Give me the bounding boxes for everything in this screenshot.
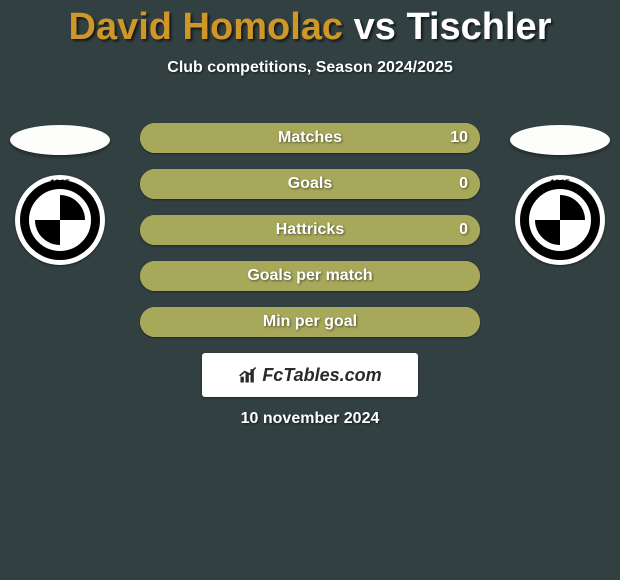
stat-row: Goals per match — [140, 261, 480, 291]
comparison-card: David Homolac vs Tischler Club competiti… — [0, 0, 620, 580]
stats-list: Matches10Goals0Hattricks0Goals per match… — [140, 123, 480, 353]
stat-value-right: 10 — [450, 123, 468, 153]
player2-head-icon — [510, 125, 610, 155]
player2-name: Tischler — [406, 6, 551, 48]
stat-label: Goals per match — [140, 261, 480, 291]
logo-text: FcTables.com — [262, 365, 381, 386]
stat-label: Hattricks — [140, 215, 480, 245]
stat-label: Matches — [140, 123, 480, 153]
vs-text: vs — [354, 6, 396, 48]
page-title: David Homolac vs Tischler — [0, 0, 620, 49]
stat-label: Min per goal — [140, 307, 480, 337]
stat-value-right: 0 — [459, 215, 468, 245]
player1-avatar: 1905 — [0, 125, 120, 265]
stat-value-right: 0 — [459, 169, 468, 199]
stat-row: Goals0 — [140, 169, 480, 199]
chart-icon — [238, 365, 258, 385]
stat-row: Matches10 — [140, 123, 480, 153]
subtitle: Club competitions, Season 2024/2025 — [0, 59, 620, 77]
player1-head-icon — [10, 125, 110, 155]
stat-row: Min per goal — [140, 307, 480, 337]
site-logo: FcTables.com — [202, 353, 418, 397]
player2-avatar: 1905 — [500, 125, 620, 265]
player1-name: David Homolac — [69, 6, 344, 48]
player2-club-badge: 1905 — [515, 175, 605, 265]
date-text: 10 november 2024 — [0, 410, 620, 428]
stat-row: Hattricks0 — [140, 215, 480, 245]
stat-label: Goals — [140, 169, 480, 199]
player1-club-badge: 1905 — [15, 175, 105, 265]
